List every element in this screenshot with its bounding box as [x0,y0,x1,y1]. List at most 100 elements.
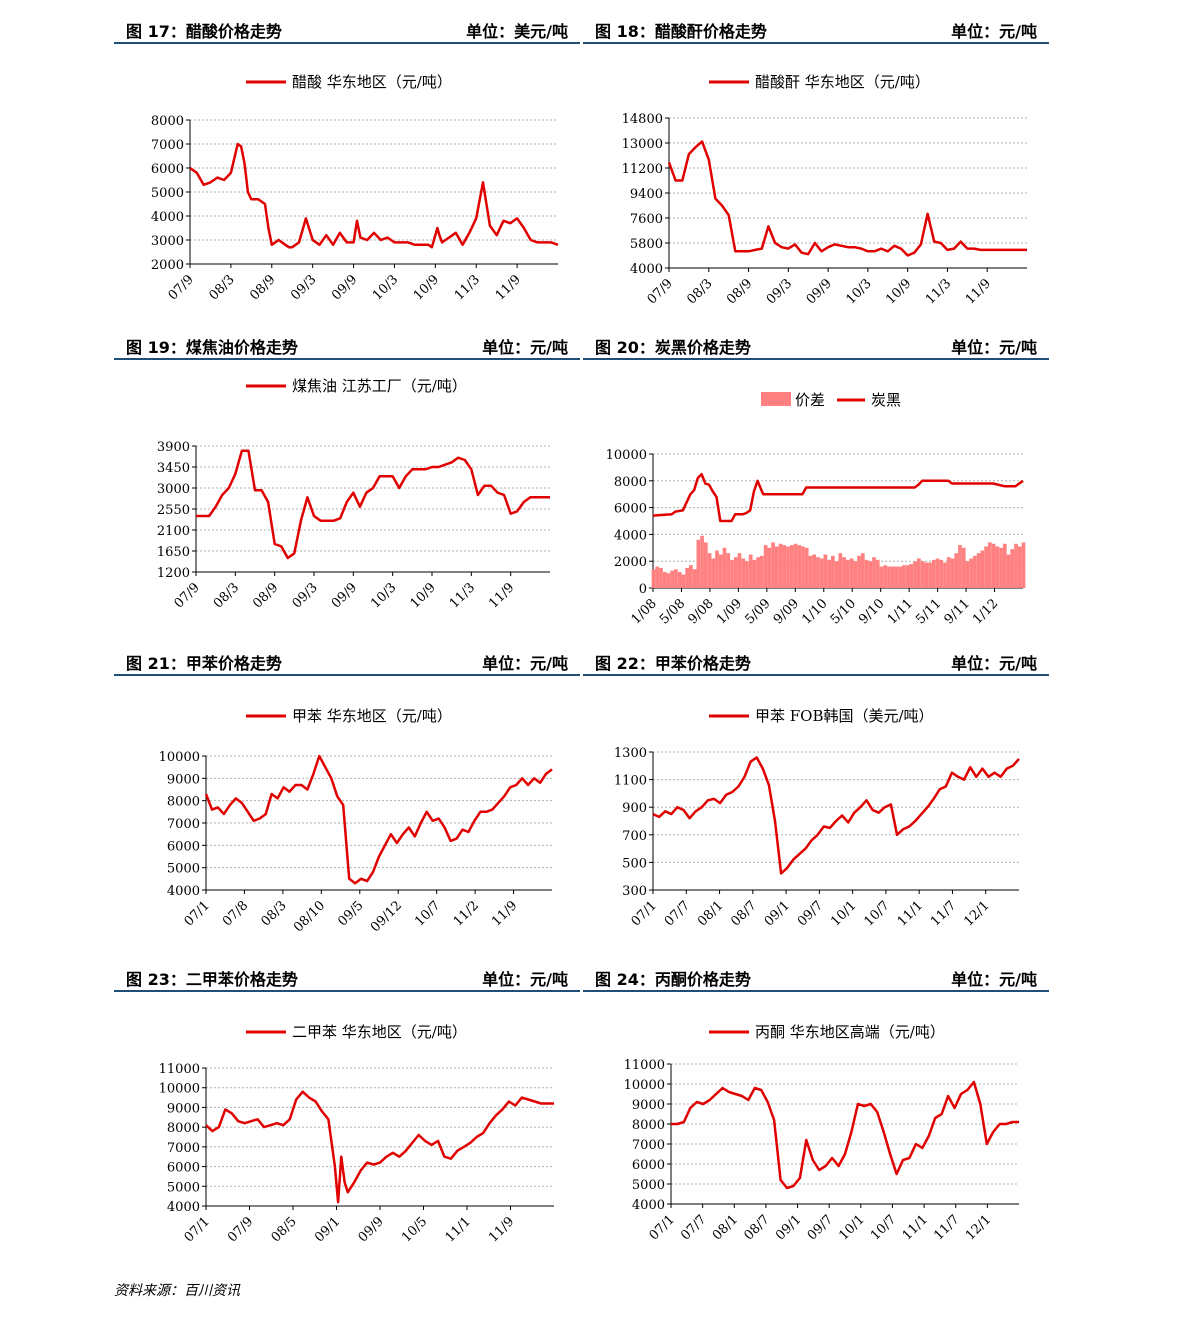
y-tick-label: 11200 [622,162,663,177]
spread-bar [812,554,817,588]
y-tick-label: 9000 [632,1098,665,1113]
y-tick-label: 11000 [624,1058,665,1073]
x-tick-label: 1/11 [885,596,916,627]
y-tick-label: 7000 [167,1141,200,1156]
x-tick-label: 9/09 [771,596,802,627]
x-tick-label: 08/9 [250,580,281,611]
spread-bar [651,569,656,588]
legend-label: 二甲苯 华东地区（元/吨） [292,1023,467,1041]
x-tick-label: 09/3 [764,276,795,307]
spread-bar [984,546,988,588]
spread-bar [662,571,667,588]
figure-title: 图 24：丙酮价格走势 [595,970,751,989]
x-tick-label: 08/10 [291,898,328,935]
spread-bar [842,557,846,588]
unit-label: 单位：美元/吨 [466,22,568,41]
panel-acetic-anhydride: 图 18：醋酸酐价格走势 单位：元/吨 4000 5800 7600 9400 1120… [583,14,1049,324]
figure-header: 图 17：醋酸价格走势 单位：美元/吨 [114,14,580,44]
figure-title: 图 17：醋酸价格走势 [126,22,282,41]
spread-bar [655,566,660,588]
spread-bar [875,559,880,588]
spread-bar [958,545,962,588]
spread-bar [857,555,861,588]
spread-bar [999,547,1003,588]
spread-bar [737,553,742,588]
data-source-note: 资料来源：百川资讯 [114,1283,240,1299]
figure-header: 图 22：甲苯价格走势 单位：元/吨 [583,646,1049,676]
spread-bar [864,559,869,588]
x-tick-label: 08/1 [710,1212,741,1243]
x-tick-label: 10/5 [399,1214,430,1245]
y-tick-label: 10000 [606,448,647,463]
spread-bar [931,559,936,588]
y-tick-label: 0 [639,582,647,597]
y-tick-label: 3000 [151,234,184,249]
unit-label: 单位：元/吨 [951,338,1037,357]
y-tick-label: 4000 [167,884,200,899]
x-tick-label: 09/1 [773,1212,804,1243]
x-tick-label: 5/09 [742,596,773,627]
x-tick-label: 11/3 [923,276,954,307]
chart-svg: 02000400060008000100001/085/089/081/095/… [606,391,1026,627]
spread-bar [845,559,850,588]
spread-bar [890,566,895,588]
y-tick-label: 5000 [151,186,184,201]
y-tick-label: 9000 [167,772,200,787]
unit-label: 单位：元/吨 [482,970,568,989]
x-tick-label: 07/9 [172,580,203,611]
x-tick-label: 07/8 [220,898,251,929]
unit-label: 单位：元/吨 [951,970,1037,989]
chart-svg: 1200 1650 2100 2550 3000 3450 3900 07/9 08/3 08/9… [157,377,550,611]
spread-bar [745,561,749,588]
y-tick-label: 3000 [157,482,190,497]
spread-bar [988,542,992,588]
y-tick-label: 11000 [159,1062,200,1077]
y-tick-label: 5800 [630,237,663,252]
figure-title: 图 18：醋酸酐价格走势 [595,22,767,41]
chart-svg: 2000 3000 4000 5000 6000 7000 8000 07/9 08/3 08/9… [151,73,559,303]
spread-bar [703,542,708,588]
x-tick-label: 11/9 [486,580,517,611]
legend-label-spread: 价差 [795,391,825,409]
x-tick-label: 09/7 [805,1212,836,1243]
unit-label: 单位：元/吨 [951,654,1037,673]
series-line [652,756,1020,875]
spread-bar [995,546,1000,588]
spread-bar [1017,546,1022,588]
chart-acetone: 4000 5000 6000 7000 8000 9000 10000 11000 07/1 07… [583,992,1049,1272]
spread-bar [752,559,757,588]
x-tick-label: 12/1 [963,1212,994,1243]
spread-bar [730,559,734,588]
figure-title: 图 23：二甲苯价格走势 [126,970,298,989]
spread-bar [666,573,671,588]
spread-bar [853,561,858,588]
x-tick-label: 08/1 [695,898,726,929]
spread-bar [726,553,731,588]
legend-swatch-spread [761,392,791,406]
spread-bar [860,553,865,588]
spread-bar [797,545,802,588]
x-tick-label: 10/9 [883,276,914,307]
x-tick-label: 08/9 [247,272,278,303]
x-tick-label: 9/08 [685,596,716,627]
y-tick-label: 6000 [167,1161,200,1176]
figure-title: 图 22：甲苯价格走势 [595,654,751,673]
chart-carbon-black: 0 2000 4000 6000 8000 10000 1/08 5/08 9/08 1/09 5/… [583,360,1049,640]
x-tick-label: 10/1 [828,898,859,929]
x-tick-label: 5/11 [913,596,944,627]
spread-bar [980,550,985,588]
x-tick-label: 11/9 [489,898,520,929]
x-tick-label: 09/1 [312,1214,343,1245]
x-tick-label: 11/9 [493,272,524,303]
chart-toluene-fob: 300 500 700 900 1100 1300 07/1 07/7 08/1 08/7 09/1… [583,676,1049,956]
panel-xylene: 图 23：二甲苯价格走势 单位：元/吨 4000 5000 6000 7000 8000… [114,962,580,1272]
y-tick-label: 7000 [167,817,200,832]
y-tick-label: 7600 [630,212,663,227]
chart-svg: 4000 5000 6000 7000 8000 9000 10000 11000 07/1 07… [624,1023,1019,1243]
x-tick-label: 07/1 [182,1214,213,1245]
x-tick-label: 08/3 [258,898,289,929]
x-tick-label: 5/08 [657,596,688,627]
spread-bar [917,558,921,588]
spread-bar [1010,549,1015,588]
y-tick-label: 4000 [167,1200,200,1215]
